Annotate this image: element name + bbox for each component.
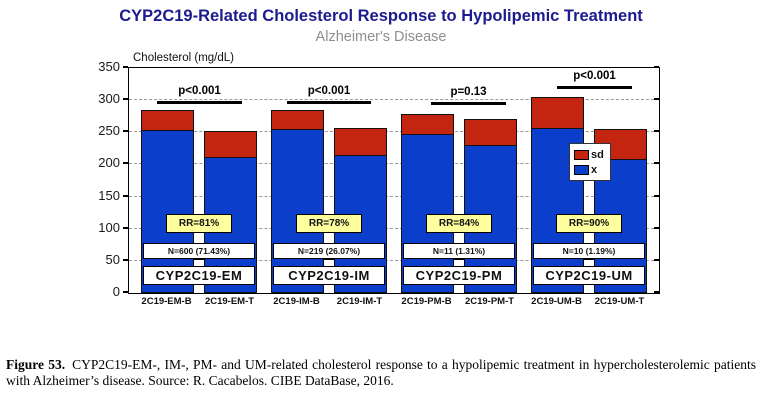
gridline <box>129 131 659 133</box>
y-axis-tick-right <box>654 162 659 165</box>
figure-caption-label: Figure 53. <box>6 357 66 372</box>
rr-badge: RR=78% <box>296 214 362 233</box>
p-value-label: p=0.13 <box>450 86 487 98</box>
y-tick-label: 0 <box>112 284 120 299</box>
y-tick-label: 100 <box>98 219 120 235</box>
y-axis-tick <box>123 194 128 197</box>
genotype-label-box: CYP2C19-IM <box>273 266 385 285</box>
legend-item: x <box>574 162 604 177</box>
bar-sd-segment <box>464 119 517 146</box>
y-axis-tick <box>123 258 128 261</box>
plot-area: p<0.001 RR=81% N=600 (71.43%) CYP2C19-EM p<0… <box>128 67 660 294</box>
figure-caption-text: CYP2C19-EM-, IM-, PM- and UM-related cho… <box>6 357 756 388</box>
y-tick-label: 300 <box>98 91 120 107</box>
p-value-label: p<0.001 <box>307 85 351 97</box>
n-label-box: N=10 (1.19%) <box>533 243 645 259</box>
y-axis-tick <box>123 130 128 133</box>
y-axis-tick-right <box>654 226 659 229</box>
n-label-box: N=11 (1.31%) <box>403 243 515 259</box>
y-axis-tick <box>123 226 128 229</box>
y-axis-tick-right <box>654 98 659 101</box>
bar-chart: Cholesterol (mg/dL) p<0.001 RR=81% N=600 (… <box>0 45 762 307</box>
bar-sd-segment <box>271 110 324 130</box>
y-axis-tick-right <box>654 194 659 197</box>
p-value-line <box>557 86 632 89</box>
bar-sd-segment <box>334 128 387 156</box>
gridline <box>129 259 659 261</box>
y-axis-tick-right <box>654 291 659 293</box>
y-axis-tick-right <box>654 130 659 133</box>
genotype-label-box: CYP2C19-EM <box>143 266 255 285</box>
n-label-box: N=219 (26.07%) <box>273 243 385 259</box>
rr-badge: RR=84% <box>426 214 492 233</box>
y-axis-tick <box>123 98 128 101</box>
x-tick-label: 2C19-EM-T <box>204 296 255 307</box>
chart-subtitle: Alzheimer's Disease <box>315 29 447 45</box>
p-value-line <box>287 101 371 104</box>
y-tick-label: 350 <box>98 59 120 74</box>
bar-sd-segment <box>141 110 194 131</box>
bar-sd-segment <box>531 97 584 129</box>
rr-badge: RR=81% <box>166 214 232 233</box>
legend: sd x <box>569 143 611 181</box>
x-tick-label: 2C19-EM-B <box>141 296 192 307</box>
y-tick-label: 50 <box>105 251 120 267</box>
y-axis-tick-right <box>654 258 659 261</box>
legend-label: sd <box>591 148 604 161</box>
x-tick-label: 2C19-IM-T <box>336 296 383 307</box>
x-tick-label: 2C19-IM-B <box>273 296 320 307</box>
p-value-label: p<0.001 <box>178 85 221 97</box>
figure-caption: Figure 53. CYP2C19-EM-, IM-, PM- and UM-r… <box>6 357 756 389</box>
legend-label: x <box>591 163 598 176</box>
p-value-line <box>157 101 242 104</box>
p-value-label: p<0.001 <box>573 70 616 82</box>
y-axis-tick <box>123 66 128 68</box>
y-tick-label: 200 <box>98 155 120 171</box>
gridline <box>129 163 659 165</box>
legend-item: sd <box>574 147 604 162</box>
legend-swatch <box>574 149 589 160</box>
x-tick-label: 2C19-PM-B <box>401 296 452 307</box>
bar-sd-segment <box>204 131 257 158</box>
bar-sd-segment <box>401 114 454 135</box>
y-axis-tick-right <box>654 66 659 68</box>
y-tick-label: 150 <box>98 187 120 203</box>
n-label-box: N=600 (71.43%) <box>143 243 255 259</box>
gridline <box>129 195 659 197</box>
p-value-line <box>431 102 506 105</box>
genotype-label-box: CYP2C19-UM <box>533 266 645 285</box>
rr-badge: RR=90% <box>556 214 622 233</box>
legend-swatch <box>574 164 589 175</box>
chart-title: CYP2C19-Related Cholesterol Response to … <box>119 7 643 25</box>
y-tick-label: 250 <box>98 123 120 139</box>
x-tick-label: 2C19-UM-T <box>594 296 645 307</box>
x-tick-label: 2C19-UM-B <box>531 296 582 307</box>
y-axis-title: Cholesterol (mg/dL) <box>133 52 234 64</box>
gridline <box>129 227 659 229</box>
y-axis-tick <box>123 162 128 165</box>
gridline <box>129 99 659 101</box>
y-axis-tick <box>123 291 128 293</box>
x-tick-label: 2C19-PM-T <box>464 296 515 307</box>
genotype-label-box: CYP2C19-PM <box>403 266 515 285</box>
